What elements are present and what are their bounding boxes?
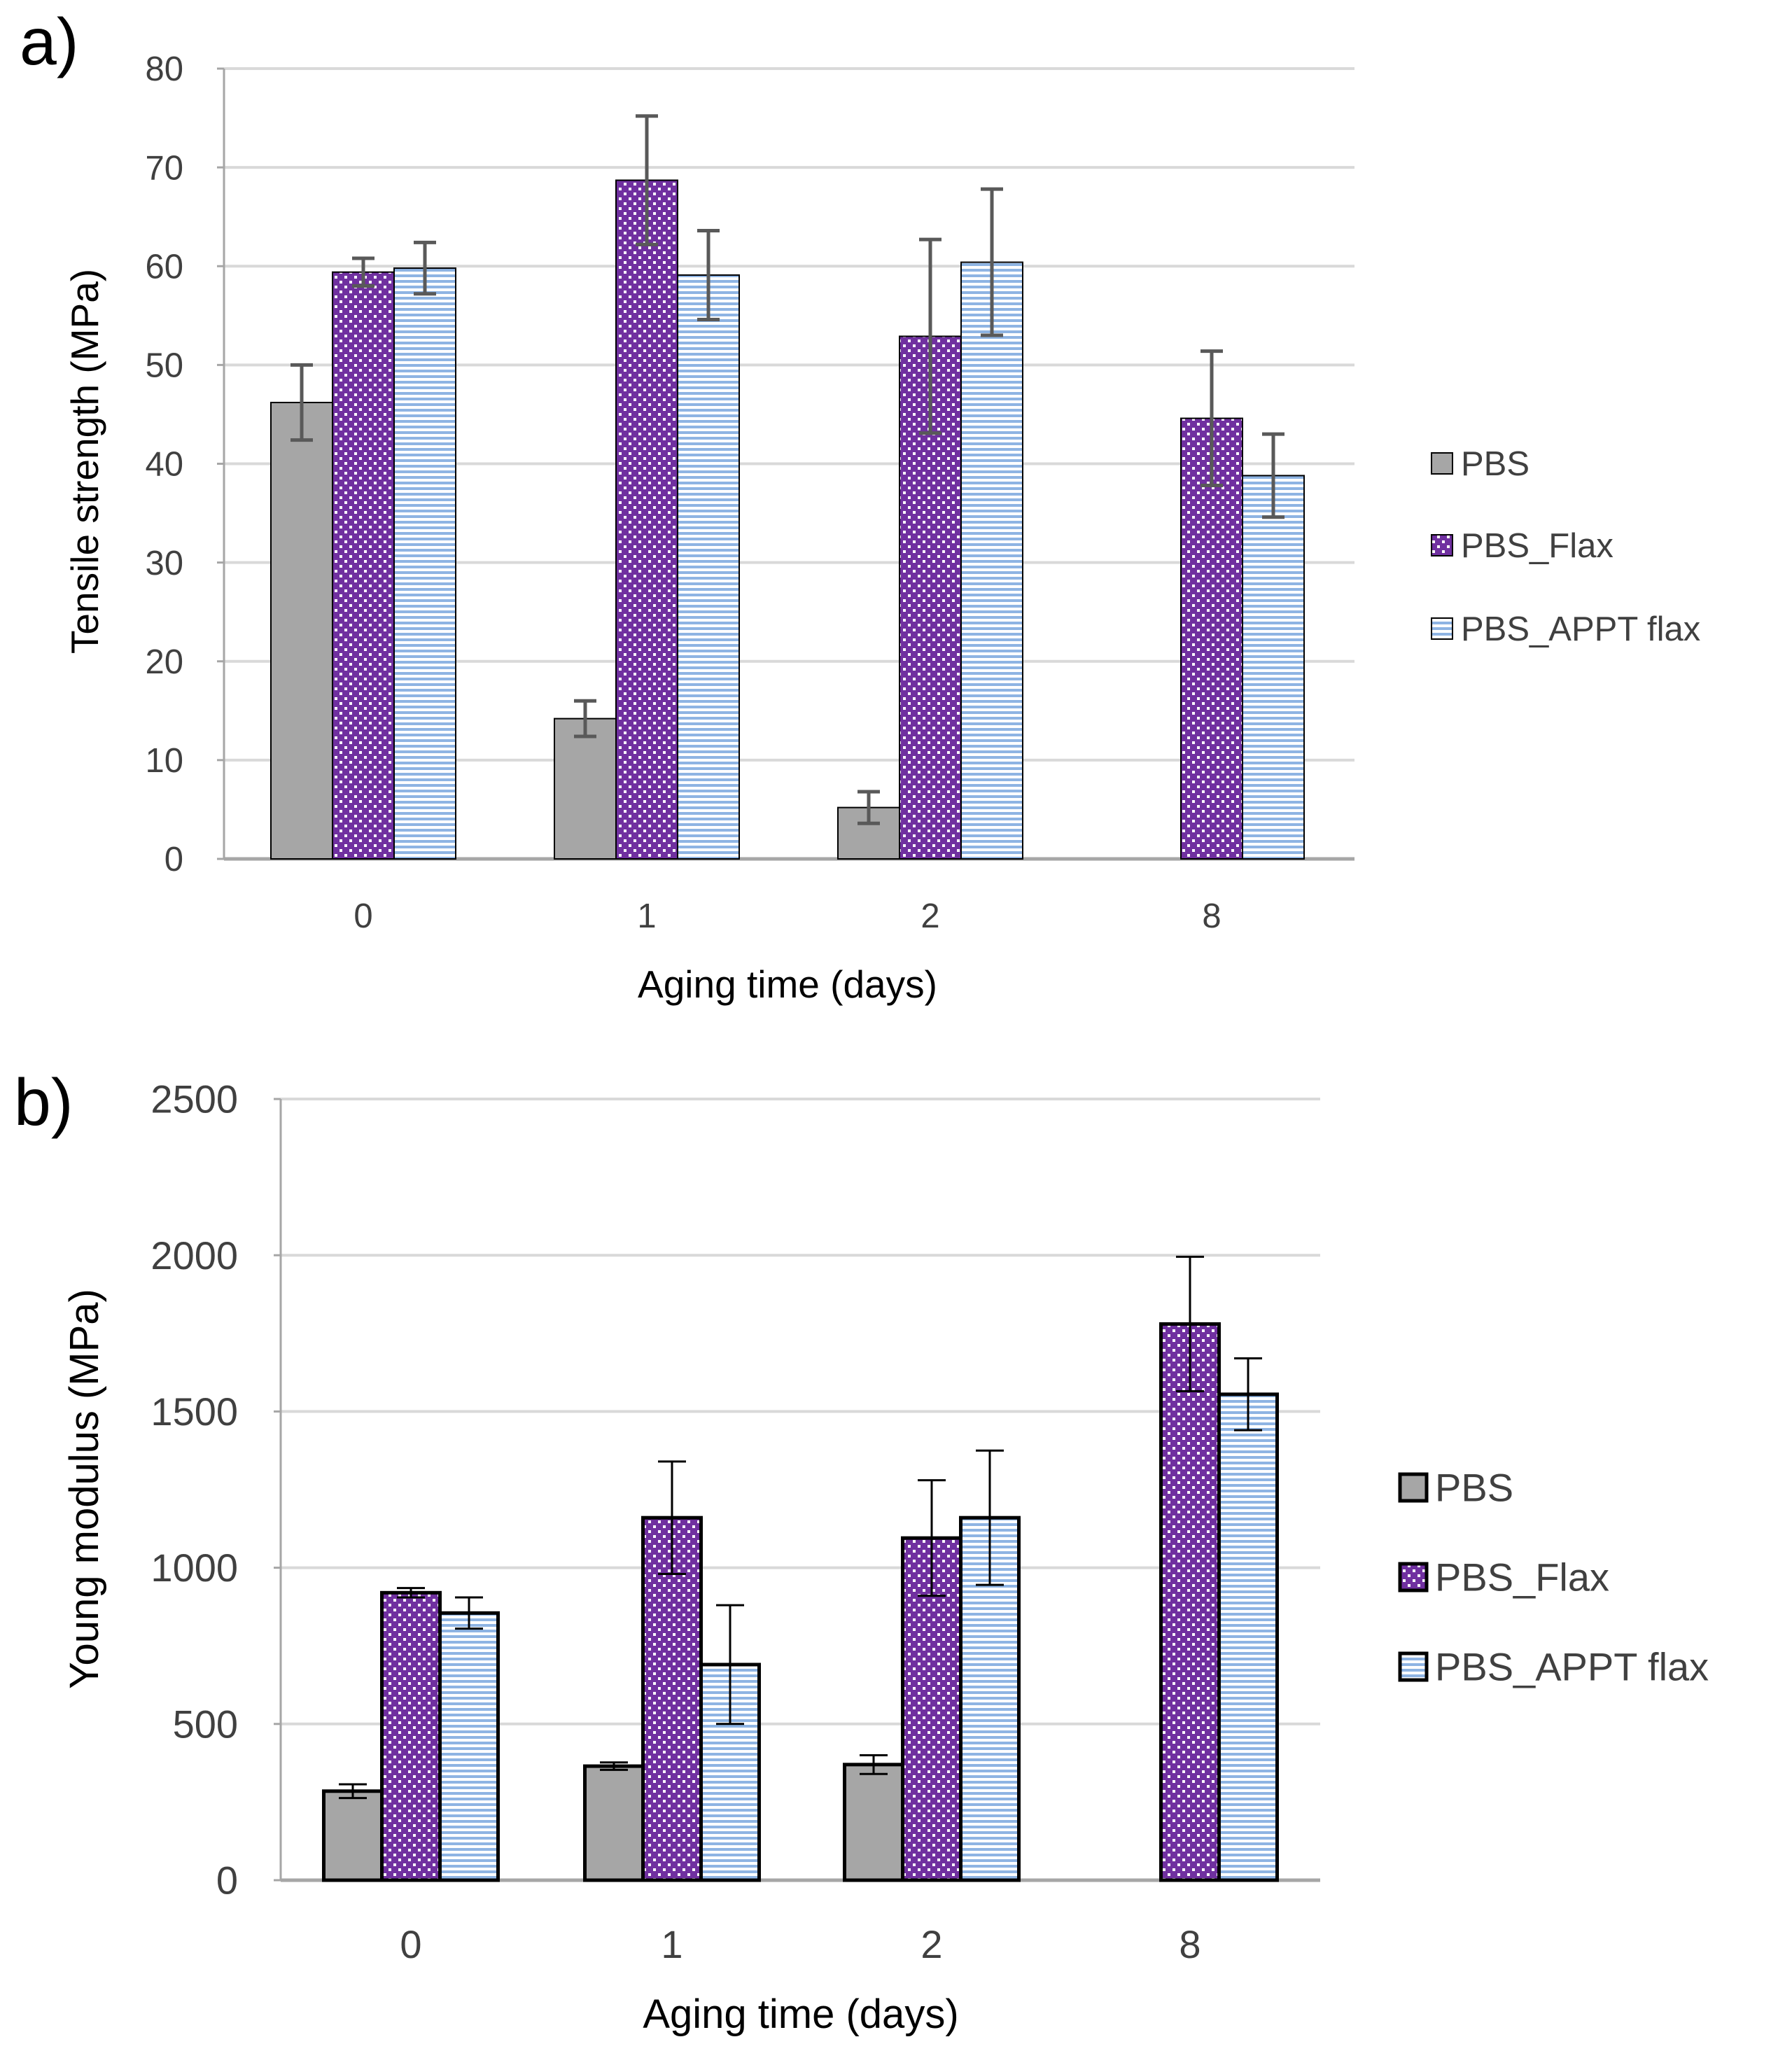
panel-label: b): [14, 1065, 73, 1140]
y-tick-label: 2500: [150, 1077, 238, 1121]
tensile-strength-chart: a) 0 10 20 30 40 50 60 70 80 0 1 2 8 PBS PBS_Flax PBS_AP…: [20, 5, 1700, 1006]
legend-label: PBS_Flax: [1435, 1555, 1609, 1600]
legend-label: PBS_Flax: [1461, 527, 1614, 565]
x-tick-label: 8: [1179, 1922, 1200, 1966]
x-tick-label: 0: [400, 1922, 421, 1966]
x-tick-label: 8: [1202, 897, 1221, 935]
young-modulus-chart: b) 0 500 1000 1500 2000 2500 0 1 2 8 PBS PBS_Flax PBS…: [14, 1065, 1709, 2037]
x-tick-label: 2: [920, 1922, 942, 1966]
legend-label: PBS: [1461, 445, 1530, 483]
bar-pbs-appt-flax: [393, 267, 456, 860]
y-tick-label: 0: [164, 841, 183, 878]
y-tick-label: 1000: [150, 1546, 238, 1590]
y-tick-label: 500: [173, 1702, 238, 1746]
bar-pbs: [554, 718, 617, 860]
y-tick-label: 70: [145, 149, 183, 187]
y-axis-title: Tensile strength (MPa): [63, 269, 106, 654]
x-tick-label: 1: [637, 897, 656, 935]
bar-pbs-flax: [380, 1590, 442, 1882]
legend-swatch: [1398, 1472, 1429, 1503]
y-tick-label: 30: [145, 545, 183, 582]
bar-pbs-appt-flax: [1242, 475, 1305, 860]
x-tick-label: 0: [354, 897, 372, 935]
y-tick-label: 20: [145, 643, 183, 681]
bar-pbs: [322, 1789, 384, 1882]
bar-pbs: [843, 1763, 904, 1882]
y-tick-label: 1500: [150, 1390, 238, 1434]
bar-pbs-flax: [615, 179, 678, 860]
y-tick-label: 2000: [150, 1233, 238, 1278]
y-tick-label: 10: [145, 742, 183, 780]
y-tick-label: 0: [216, 1858, 238, 1903]
y-tick-label: 60: [145, 248, 183, 286]
bar-pbs-appt-flax: [1217, 1392, 1279, 1882]
legend-label: PBS_APPT flax: [1435, 1645, 1709, 1689]
legend-swatch: [1398, 1651, 1429, 1682]
legend-swatch: [1431, 534, 1453, 556]
bar-pbs-flax: [332, 271, 395, 860]
legend-swatch: [1431, 452, 1453, 475]
bar-pbs-appt-flax: [677, 274, 740, 860]
y-tick-label: 50: [145, 347, 183, 385]
bar-pbs-flax: [1180, 417, 1243, 860]
legend-swatch: [1398, 1562, 1429, 1592]
panel-label: a): [20, 5, 78, 79]
bar-pbs-appt-flax: [960, 261, 1023, 860]
x-tick-label: 2: [920, 897, 939, 935]
bar-pbs-flax: [1159, 1322, 1221, 1882]
bar-pbs: [270, 402, 333, 860]
bar-pbs-appt-flax: [438, 1611, 500, 1882]
x-axis-title: Aging time (days): [643, 1991, 958, 2037]
legend-swatch: [1431, 617, 1453, 640]
x-axis-title: Aging time (days): [638, 962, 937, 1006]
legend-label: PBS_APPT flax: [1461, 610, 1700, 648]
legend-label: PBS: [1435, 1466, 1513, 1510]
y-tick-label: 80: [145, 50, 183, 88]
x-tick-label: 1: [661, 1922, 682, 1966]
y-axis-title: Young modulus (MPa): [62, 1289, 107, 1689]
y-tick-label: 40: [145, 446, 183, 484]
bar-pbs: [583, 1764, 645, 1882]
